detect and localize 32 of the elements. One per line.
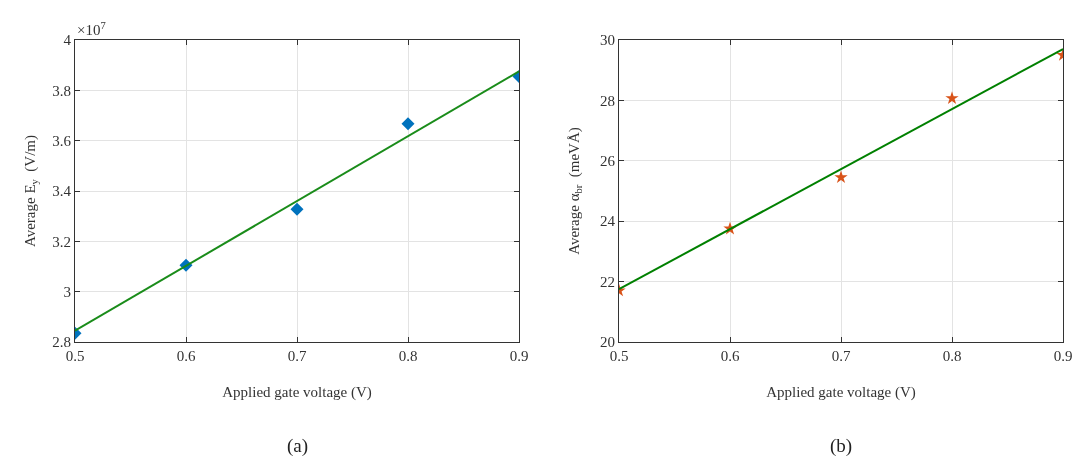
x-axis-title: Applied gate voltage (V) bbox=[222, 384, 372, 401]
x-tick-label: 0.7 bbox=[287, 348, 307, 364]
x-tick-label: 0.6 bbox=[176, 348, 196, 364]
x-tick-label: 0.7 bbox=[831, 348, 851, 364]
y-tick-label: 30 bbox=[600, 32, 615, 49]
x-tick-label: 0.9 bbox=[509, 348, 529, 364]
y-tick-label: 2.8 bbox=[52, 334, 71, 351]
x-tick-label: 0.8 bbox=[398, 348, 418, 364]
x-tick-label: 0.9 bbox=[1053, 348, 1073, 364]
y-tick-label: 4 bbox=[63, 32, 72, 49]
y-tick-label: 22 bbox=[600, 273, 615, 290]
y-tick-label: 3.8 bbox=[52, 82, 71, 99]
x-tick-label: 0.5 bbox=[65, 348, 85, 364]
point bbox=[290, 202, 304, 216]
y-tick-label: 3 bbox=[63, 283, 71, 300]
text: ×10$^{7}$ bbox=[77, 20, 106, 39]
point bbox=[401, 117, 415, 131]
y-tick-label: 24 bbox=[600, 213, 616, 230]
x-axis-title: Applied gate voltage (V) bbox=[766, 384, 916, 401]
text: (b) bbox=[830, 435, 853, 457]
x-tick-label: 0.8 bbox=[942, 348, 962, 364]
y-tick-label: 3.2 bbox=[52, 233, 71, 250]
y-tick-label: 3.4 bbox=[52, 183, 72, 200]
y-tick-label: 3.6 bbox=[52, 132, 72, 149]
point bbox=[834, 170, 848, 184]
text: (a) bbox=[287, 435, 309, 457]
y-tick-label: 28 bbox=[600, 92, 615, 109]
point bbox=[945, 91, 959, 104]
y-tick-label: 26 bbox=[600, 153, 616, 170]
y-tick-label: 20 bbox=[600, 334, 615, 351]
x-tick-label: 0.6 bbox=[720, 348, 740, 364]
x-tick-label: 0.5 bbox=[609, 348, 629, 364]
